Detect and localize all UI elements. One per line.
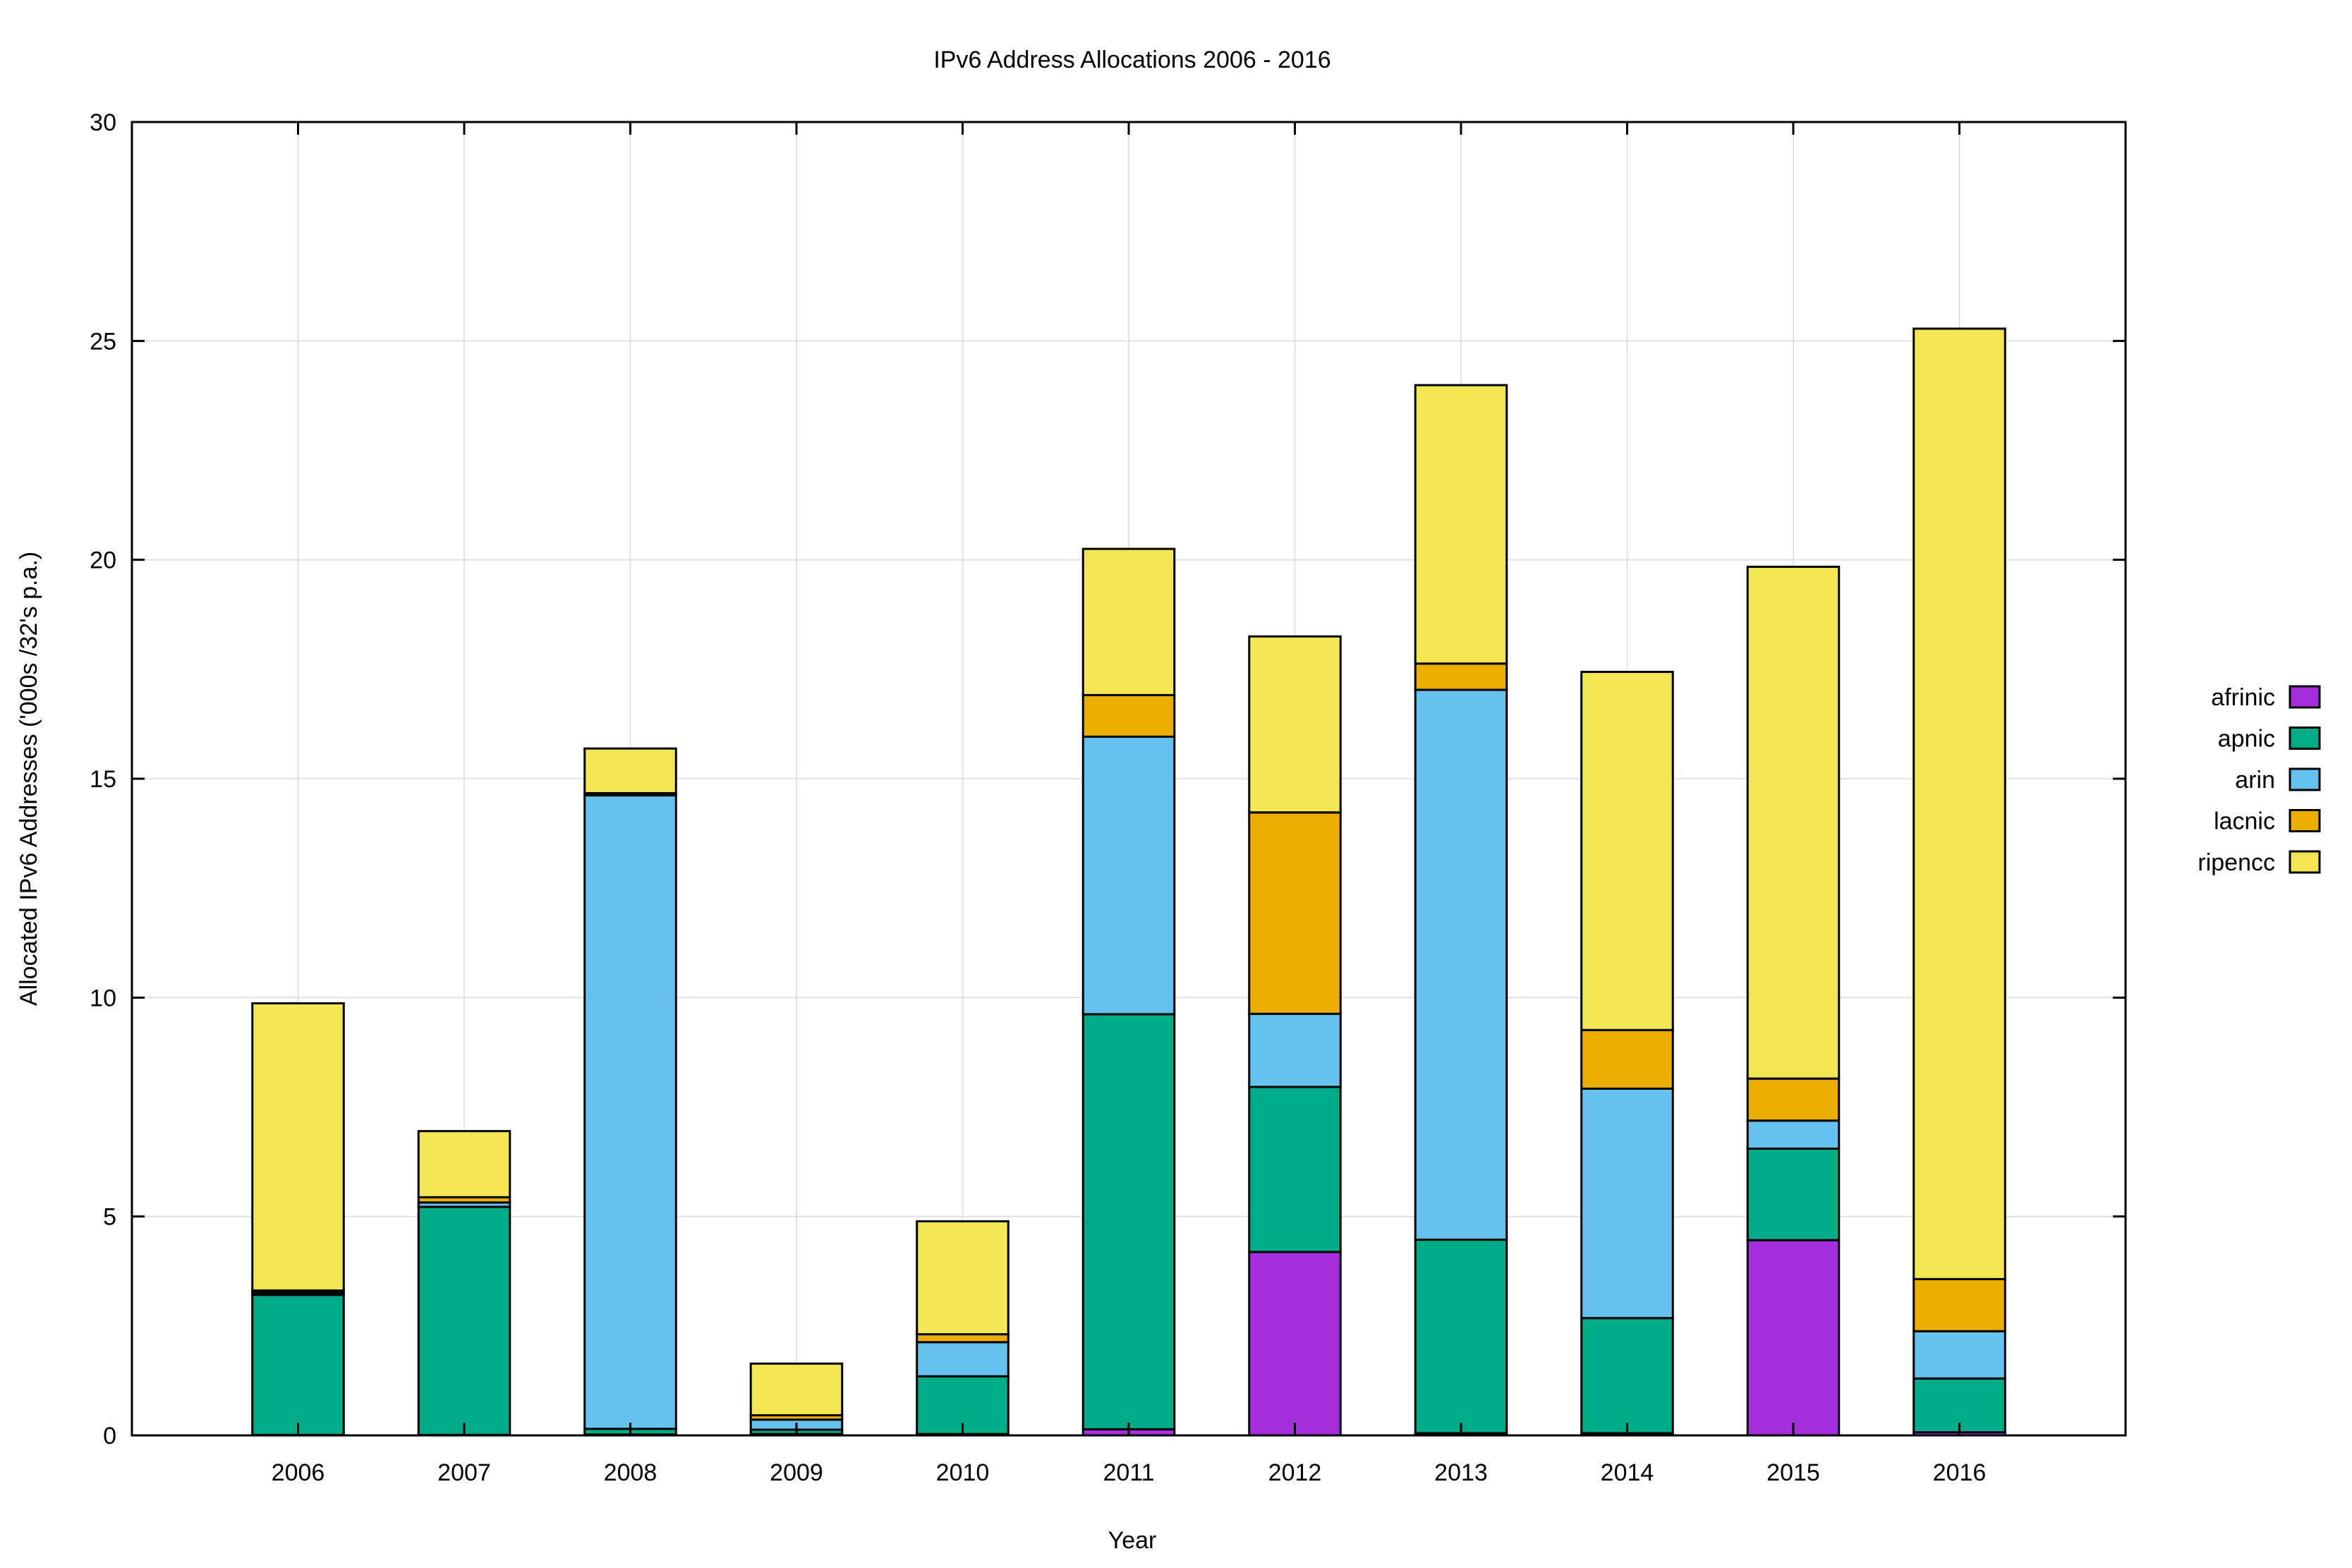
bar-stack-2016: [1912, 327, 2006, 1437]
bar-segment-ripencc-2010: [916, 1220, 1010, 1336]
x-tick-label: 2016: [1933, 1459, 1987, 1486]
legend-item-afrinic: afrinic: [2211, 684, 2321, 711]
bar-segment-ripencc-2011: [1081, 547, 1176, 696]
bar-stack-2015: [1746, 566, 1841, 1437]
bar-segment-apnic-2007: [417, 1205, 511, 1436]
bar-segment-afrinic-2012: [1248, 1251, 1342, 1437]
bar-segment-arin-2016: [1912, 1330, 2006, 1380]
bar-segment-lacnic-2014: [1580, 1028, 1674, 1090]
bar-segment-apnic-2013: [1414, 1239, 1508, 1435]
x-tick-label: 2011: [1103, 1459, 1154, 1486]
x-axis-label: Year: [1108, 1527, 1157, 1554]
bar-segment-ripencc-2007: [417, 1130, 511, 1198]
chart-title: IPv6 Address Allocations 2006 - 2016: [933, 47, 1330, 73]
legend-item-ripencc: ripencc: [2198, 849, 2321, 876]
y-tick-label: 10: [90, 985, 116, 1011]
legend-item-apnic: apnic: [2218, 726, 2321, 753]
bar-stack-2013: [1414, 384, 1508, 1437]
legend: afrinic apnic arin lacnic ripencc: [2198, 684, 2321, 876]
bar-segment-arin-2014: [1580, 1087, 1674, 1320]
y-tick-label: 30: [90, 109, 116, 136]
legend-item-lacnic: lacnic: [2214, 808, 2321, 835]
x-tick-label: 2015: [1766, 1459, 1820, 1486]
y-tick-label: 15: [90, 766, 116, 793]
x-tick-label: 2014: [1601, 1459, 1654, 1486]
bar-segment-afrinic-2015: [1746, 1239, 1841, 1437]
bar-segment-apnic-2015: [1746, 1147, 1841, 1241]
x-tick-labels: 2006 2007 2008 2009 2010 2011 2012 2013 2014 2015…: [272, 1459, 1987, 1486]
bar-segment-ripencc-2008: [583, 747, 677, 794]
y-tick-label: 25: [90, 328, 116, 355]
bar-segment-ripencc-2013: [1414, 384, 1508, 665]
legend-label: lacnic: [2214, 808, 2275, 835]
y-tick-label: 5: [103, 1204, 116, 1231]
bar-segment-lacnic-2011: [1081, 693, 1176, 738]
bar-segment-lacnic-2015: [1746, 1077, 1841, 1122]
bar-stack-2007: [417, 1130, 511, 1437]
y-tick-labels: 0 5 10 15 20 25 30: [90, 109, 116, 1450]
x-tick-label: 2008: [604, 1459, 657, 1486]
bar-segment-lacnic-2016: [1912, 1277, 2006, 1332]
y-axis-label: Allocated IPv6 Addresses ('000s /32's p.…: [16, 552, 42, 1006]
bar-stack-2014: [1580, 671, 1674, 1437]
x-tick-label: 2012: [1268, 1459, 1322, 1486]
legend-label: afrinic: [2211, 684, 2275, 711]
bar-stack-2011: [1081, 547, 1176, 1437]
bar-stack-2010: [916, 1220, 1010, 1437]
legend-label: apnic: [2218, 726, 2275, 753]
legend-swatch-arin: [2289, 767, 2321, 791]
bar-segment-lacnic-2010: [916, 1333, 1010, 1344]
legend-swatch-afrinic: [2289, 685, 2321, 709]
bar-segment-apnic-2014: [1580, 1317, 1674, 1435]
bar-segment-apnic-2011: [1081, 1013, 1176, 1430]
legend-item-arin: arin: [2235, 767, 2321, 794]
y-tick-label: 20: [90, 547, 116, 574]
x-tick-label: 2007: [437, 1459, 491, 1486]
bar-segment-ripencc-2015: [1746, 566, 1841, 1080]
bar-segment-lacnic-2012: [1248, 811, 1342, 1015]
legend-label: ripencc: [2198, 849, 2275, 876]
legend-swatch-lacnic: [2289, 809, 2321, 832]
bar-segment-apnic-2006: [251, 1294, 345, 1436]
legend-label: arin: [2235, 767, 2275, 794]
bar-stack-2006: [251, 1002, 345, 1437]
bar-segment-arin-2010: [916, 1341, 1010, 1378]
bar-segment-arin-2013: [1414, 688, 1508, 1241]
bar-segment-lacnic-2013: [1414, 662, 1508, 691]
x-tick-label: 2009: [770, 1459, 823, 1486]
x-tick-label: 2013: [1434, 1459, 1488, 1486]
y-tick-label: 0: [103, 1423, 116, 1450]
bar-stack-2012: [1248, 635, 1342, 1437]
bar-segment-ripencc-2009: [749, 1362, 844, 1416]
axis-ticks: [132, 121, 2127, 1437]
bar-segment-arin-2015: [1746, 1119, 1841, 1150]
bar-segment-apnic-2012: [1248, 1086, 1342, 1253]
bar-segment-ripencc-2006: [251, 1002, 345, 1292]
bar-segment-arin-2011: [1081, 735, 1176, 1016]
bar-stack-2008: [583, 747, 677, 1437]
legend-swatch-ripencc: [2289, 850, 2321, 874]
bar-segment-ripencc-2012: [1248, 635, 1342, 814]
bar-segment-ripencc-2016: [1912, 327, 2006, 1280]
x-tick-label: 2010: [936, 1459, 990, 1486]
x-tick-label: 2006: [272, 1459, 325, 1486]
bar-segment-arin-2012: [1248, 1012, 1342, 1088]
bar-segment-arin-2008: [583, 794, 677, 1430]
bars-group: [251, 327, 2006, 1437]
legend-swatch-apnic: [2289, 727, 2321, 750]
bar-segment-ripencc-2014: [1580, 671, 1674, 1031]
